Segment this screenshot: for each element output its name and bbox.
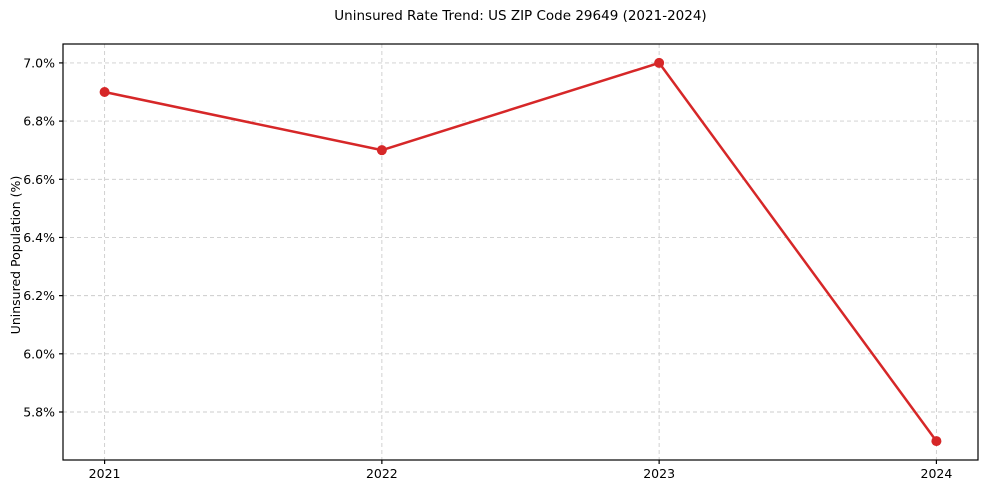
data-point-marker [931, 436, 942, 447]
trend-line [103, 61, 938, 443]
plot-frame [62, 43, 979, 461]
data-point-marker [376, 145, 387, 156]
y-tick-label: 6.2% [23, 288, 55, 303]
y-tick-label: 6.6% [23, 172, 55, 187]
data-point-marker [654, 57, 665, 68]
y-tick-label: 6.0% [23, 346, 55, 361]
x-tick-label: 2023 [643, 466, 675, 481]
y-tick-label: 5.8% [23, 405, 55, 420]
data-point-marker [99, 87, 110, 97]
chart-title: Uninsured Rate Trend: US ZIP Code 29649 … [334, 8, 707, 24]
y-tick-label: 6.4% [23, 230, 55, 245]
x-tick-label: 2021 [89, 466, 121, 481]
y-tick-label: 6.8% [23, 114, 55, 129]
x-tick-label: 2022 [366, 466, 398, 481]
x-tick-label: 2024 [921, 466, 953, 481]
y-tick-label: 7.0% [23, 55, 55, 70]
